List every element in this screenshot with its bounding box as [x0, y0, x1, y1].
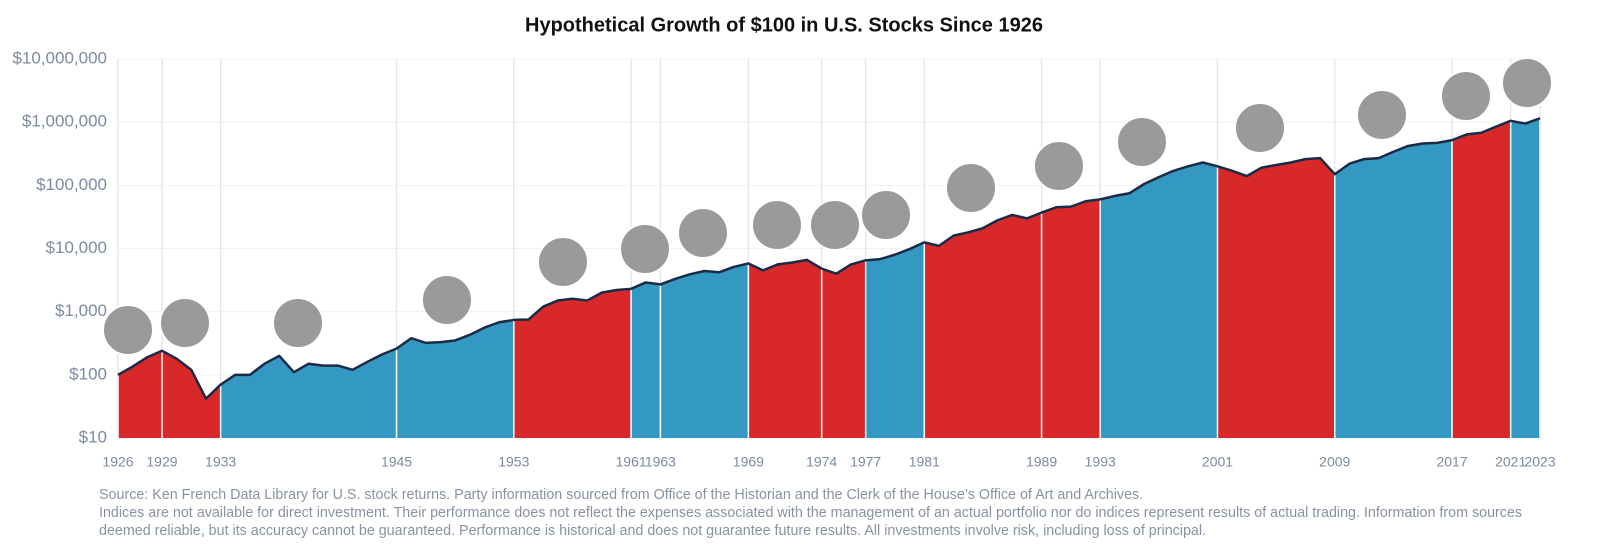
x-tick-label: 2001 [1202, 454, 1233, 470]
term-area [1041, 199, 1101, 438]
x-tick-label: 1933 [205, 454, 236, 470]
x-tick-label: 2017 [1436, 454, 1467, 470]
term-area [660, 263, 749, 438]
portraits [102, 57, 1553, 356]
term-area [396, 319, 514, 438]
chart: Hypothetical Growth of $100 in U.S. Stoc… [12, 14, 1555, 470]
term-area [161, 350, 221, 438]
portrait [619, 223, 671, 275]
term-area [865, 242, 925, 438]
term-area [924, 212, 1042, 438]
portrait [272, 297, 324, 349]
term-area [1452, 120, 1511, 438]
y-tick-label: $100,000 [36, 175, 107, 194]
chart-title: Hypothetical Growth of $100 in U.S. Stoc… [525, 14, 1043, 36]
y-tick-label: $100 [69, 364, 107, 383]
x-tick-label: 1926 [102, 454, 133, 470]
y-tick-label: $1,000,000 [22, 112, 107, 131]
x-tick-label: 1977 [850, 454, 881, 470]
x-tick-label: 2021 [1495, 454, 1526, 470]
portrait [751, 199, 803, 251]
term-area [631, 282, 661, 438]
term-area [1334, 140, 1453, 439]
portrait [945, 162, 997, 214]
x-tick-label: 2009 [1319, 454, 1350, 470]
portrait [677, 207, 729, 259]
portrait [1356, 89, 1408, 141]
x-tick-label: 1961 [616, 454, 647, 470]
term-area [220, 348, 397, 438]
y-tick-label: $10 [79, 427, 107, 446]
term-area [1217, 158, 1335, 439]
x-tick-label: 1953 [498, 454, 529, 470]
x-tick-label: 1993 [1085, 454, 1116, 470]
portrait [1033, 140, 1085, 192]
source: Source: Ken French Data Library for U.S.… [99, 487, 1144, 503]
line-layer [117, 117, 1541, 400]
x-tick-label: 1974 [806, 454, 837, 470]
y-tick-label: $1,000 [55, 301, 107, 320]
portrait [537, 236, 589, 288]
portrait [159, 297, 211, 349]
portrait [1501, 57, 1553, 109]
x-tick-label: 1989 [1026, 454, 1057, 470]
growth-line [117, 117, 1541, 400]
portrait [1440, 70, 1492, 122]
term-area [513, 288, 632, 438]
portrait [421, 274, 473, 326]
disclaimer: Indices are not available for direct inv… [99, 505, 1523, 539]
x-tick-label: 1945 [381, 454, 412, 470]
term-area [1510, 118, 1540, 439]
x-tick-label: 2023 [1524, 454, 1555, 470]
x-tick-label: 1969 [733, 454, 764, 470]
term-area [118, 350, 162, 438]
portrait [1116, 116, 1168, 168]
portrait [102, 304, 154, 356]
y-tick-label: $10,000,000 [12, 48, 107, 67]
portrait [809, 199, 861, 251]
x-tick-label: 1981 [909, 454, 940, 470]
term-area [821, 260, 866, 438]
x-tick-label: 1963 [645, 454, 676, 470]
y-tick-label: $10,000 [46, 238, 107, 257]
x-tick-label: 1929 [146, 454, 177, 470]
portrait [860, 189, 912, 241]
term-area [1100, 162, 1218, 438]
term-area [748, 259, 822, 438]
portrait [1234, 102, 1286, 154]
